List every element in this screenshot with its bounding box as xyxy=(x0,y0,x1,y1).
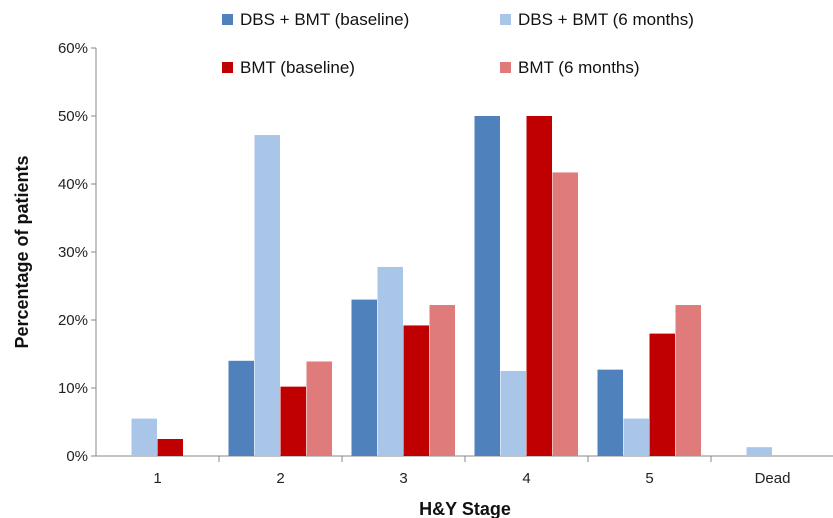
bar-series-1-cat-3 xyxy=(351,299,377,456)
y-tick-label: 10% xyxy=(58,380,88,397)
bar-series-2-cat-3 xyxy=(377,266,403,456)
x-tick-label: 3 xyxy=(399,470,407,487)
y-tick-label: 50% xyxy=(58,108,88,125)
x-tick-label: Dead xyxy=(755,470,791,487)
bar-series-3-cat-1 xyxy=(157,439,183,456)
bar-series-2-cat-dead xyxy=(746,447,772,456)
legend-swatch-4 xyxy=(500,62,511,73)
bar-series-3-cat-3 xyxy=(403,325,429,456)
x-tick-label: 5 xyxy=(645,470,653,487)
y-axis-title: Percentage of patients xyxy=(12,155,32,348)
bar-series-3-cat-5 xyxy=(649,333,675,456)
bar-series-4-cat-5 xyxy=(675,305,701,456)
legend-label-2: DBS + BMT (6 months) xyxy=(518,10,694,29)
bar-series-2-cat-4 xyxy=(500,371,526,456)
x-tick-label: 2 xyxy=(276,470,284,487)
bar-series-3-cat-4 xyxy=(526,116,552,456)
y-tick-label: 60% xyxy=(58,40,88,57)
y-tick-label: 20% xyxy=(58,312,88,329)
y-tick-label: 40% xyxy=(58,176,88,193)
bar-series-1-cat-4 xyxy=(474,116,500,456)
y-ticks: 0% 10% 20% 30% 40% 50% 60% xyxy=(58,40,96,465)
axes xyxy=(95,48,833,457)
x-tick-label: 4 xyxy=(522,470,530,487)
bar-series-1-cat-2 xyxy=(228,360,254,456)
x-ticks: 1 2 3 4 5 Dead xyxy=(153,456,790,487)
legend-swatch-1 xyxy=(222,14,233,25)
x-axis-title: H&Y Stage xyxy=(419,499,511,518)
y-tick-label: 0% xyxy=(66,448,88,465)
bar-series-2-cat-5 xyxy=(623,418,649,456)
bar-series-4-cat-4 xyxy=(552,172,578,456)
legend-swatch-2 xyxy=(500,14,511,25)
legend-swatch-3 xyxy=(222,62,233,73)
legend-label-1: DBS + BMT (baseline) xyxy=(240,10,409,29)
bars xyxy=(131,116,772,457)
x-tick-label: 1 xyxy=(153,470,161,487)
y-tick-label: 30% xyxy=(58,244,88,261)
bar-series-3-cat-2 xyxy=(280,386,306,456)
bar-series-2-cat-1 xyxy=(131,418,157,456)
bar-series-4-cat-3 xyxy=(429,305,455,456)
legend-label-3: BMT (baseline) xyxy=(240,58,355,77)
legend-label-4: BMT (6 months) xyxy=(518,58,640,77)
bar-series-1-cat-5 xyxy=(597,369,623,456)
bar-series-2-cat-2 xyxy=(254,135,280,457)
legend: DBS + BMT (baseline) DBS + BMT (6 months)… xyxy=(222,10,694,77)
bar-series-4-cat-2 xyxy=(306,361,332,456)
